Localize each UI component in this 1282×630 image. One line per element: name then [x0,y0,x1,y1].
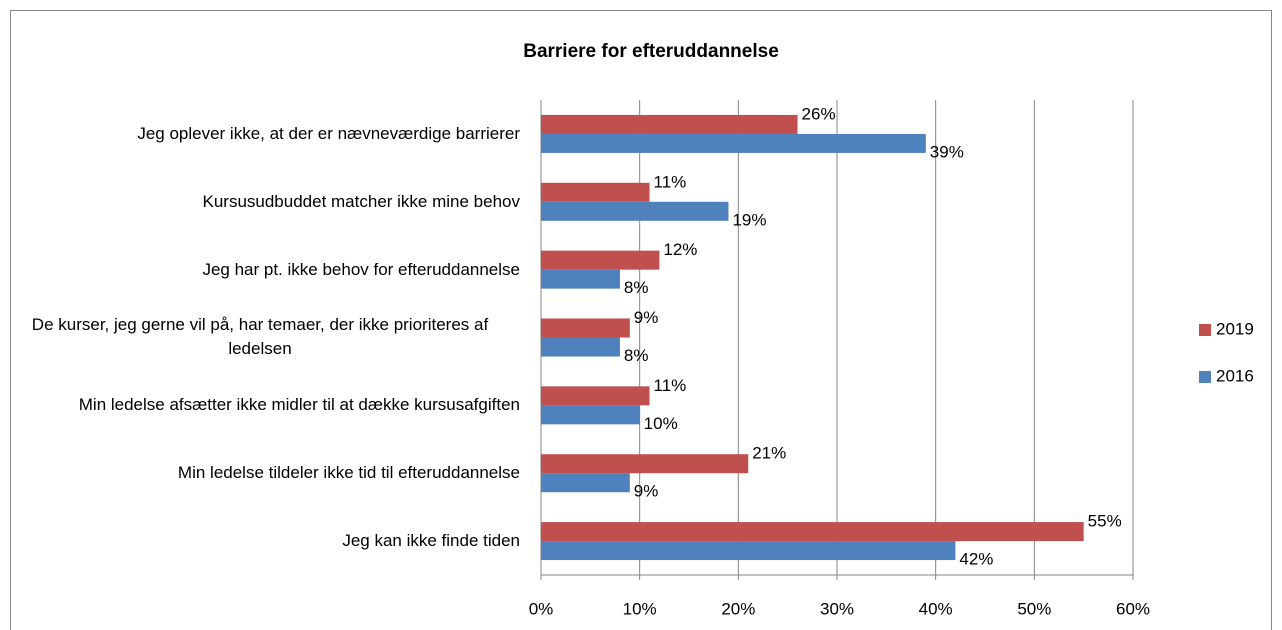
x-tick-label: 60% [1116,599,1150,618]
value-label: 39% [930,142,964,161]
value-label: 11% [654,376,687,395]
value-label: 11% [654,172,687,191]
x-tick-label: 0% [529,599,554,618]
x-tick-label: 50% [1017,599,1051,618]
category-label-box: De kurser, jeg gerne vil på, har temaer,… [0,304,520,372]
bar [541,269,620,289]
y-tick-label: Jeg oplever ikke, at der er nævneværdige… [137,123,520,143]
x-tick-label: 10% [623,599,657,618]
x-tick-label: 30% [820,599,854,618]
value-label: 19% [732,210,766,229]
bar [541,473,630,493]
legend-label: 2016 [1216,366,1254,385]
bar [541,541,956,561]
bar [541,250,660,270]
chart-title: Barriere for efteruddannelse [523,41,779,62]
bar [541,182,650,202]
x-tick-label: 40% [919,599,953,618]
category-label-box: Min ledelse afsætter ikke midler til at … [0,371,520,439]
chart-border [10,10,1272,630]
legend-swatch [1199,371,1211,383]
bar [541,454,749,474]
value-label: 42% [959,550,993,569]
y-tick-label: De kurser, jeg gerne vil på, har temaer,… [31,315,489,359]
y-tick-label: Jeg kan ikke finde tiden [342,531,520,551]
category-label-box: Min ledelse tildeler ikke tid til efteru… [0,439,520,507]
category-label-box: Jeg oplever ikke, at der er nævneværdige… [0,100,520,168]
value-label: 9% [634,482,659,501]
bar [541,114,798,134]
legend-swatch [1199,324,1211,336]
bar [541,337,620,357]
value-label: 8% [624,278,649,297]
value-label: 10% [644,414,678,433]
bar [541,386,650,406]
value-label: 21% [752,444,786,463]
value-label: 9% [634,308,659,327]
y-tick-label: Min ledelse tildeler ikke tid til efteru… [177,463,520,483]
bar [541,405,640,425]
y-tick-label: Min ledelse afsætter ikke midler til at … [78,395,520,415]
bar [541,522,1084,542]
bar [541,318,630,338]
category-label-box: Jeg har pt. ikke behov for efteruddannel… [0,236,520,304]
y-tick-label: Jeg har pt. ikke behov for efteruddannel… [202,259,520,279]
x-tick-label: 20% [721,599,755,618]
category-label-box: Kursusudbuddet matcher ikke mine behov [0,168,520,236]
y-tick-label: Kursusudbuddet matcher ikke mine behov [202,191,520,211]
category-label-box: Jeg kan ikke finde tiden [0,507,520,575]
bar [541,201,729,221]
value-label: 26% [802,104,836,123]
value-label: 12% [663,240,697,259]
bar [541,133,926,153]
legend-label: 2019 [1216,319,1254,338]
value-label: 8% [624,346,649,365]
value-label: 55% [1088,512,1122,531]
